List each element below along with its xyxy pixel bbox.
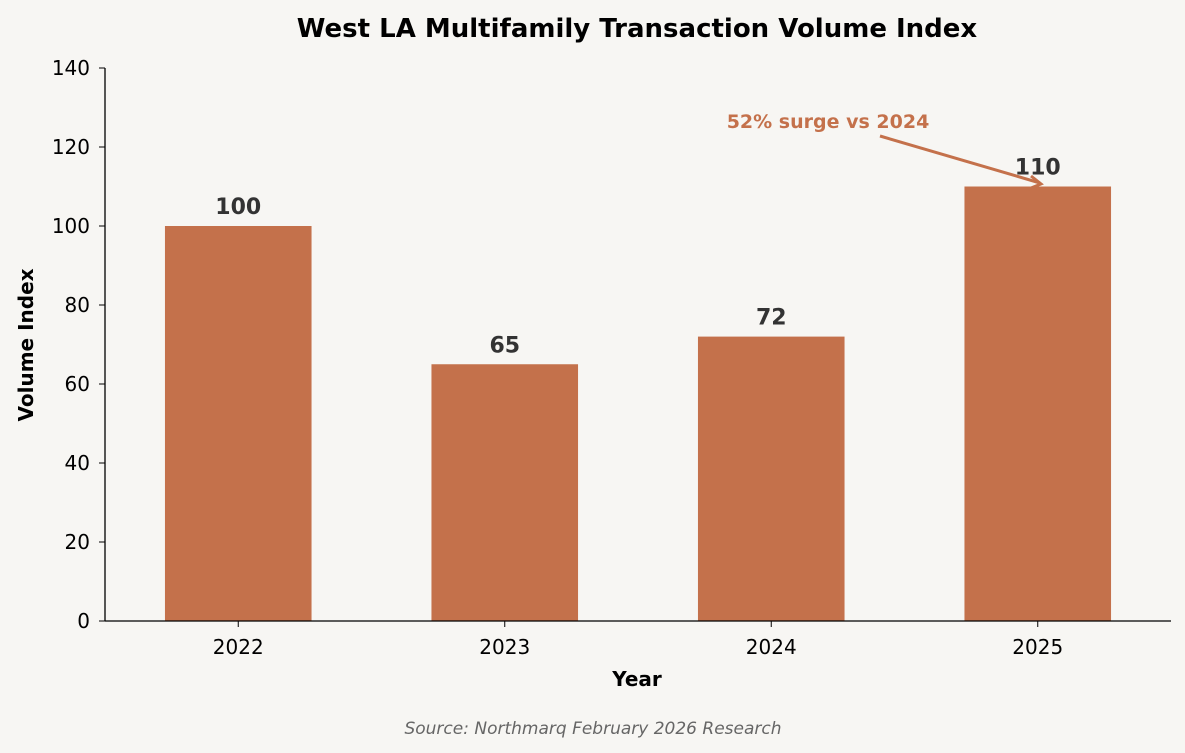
x-tick-label: 2025 [1012,635,1063,659]
bar-2024 [697,336,845,621]
chart-title: West LA Multifamily Transaction Volume I… [297,14,978,44]
bar-2023 [431,364,579,621]
bar-2025 [964,186,1112,621]
x-axis-label: Year [611,667,662,691]
y-tick-label: 40 [65,451,90,475]
annotation-text: 52% surge vs 2024 [727,111,930,133]
source-note: Source: Northmarq February 2026 Research [404,719,781,739]
y-tick-label: 80 [65,293,90,317]
y-tick-label: 0 [77,609,90,633]
annotation-arrow [879,134,1041,185]
y-tick-label: 140 [52,56,90,80]
y-axis-label: Volume Index [14,268,38,421]
y-tick-label: 100 [52,214,90,238]
annotation: 52% surge vs 2024 [727,111,1044,192]
data-label-2023: 65 [489,333,520,358]
x-tick-label: 2023 [479,635,530,659]
y-tick-label: 20 [65,530,90,554]
x-tick-label: 2022 [213,635,264,659]
y-tick-label: 120 [52,135,90,159]
arrow-head-icon [1025,174,1044,192]
x-tick-label: 2024 [746,635,797,659]
data-label-2024: 72 [756,306,787,331]
y-tick-label: 60 [65,372,90,396]
data-label-2022: 100 [215,195,261,220]
bar-2022 [164,226,312,621]
